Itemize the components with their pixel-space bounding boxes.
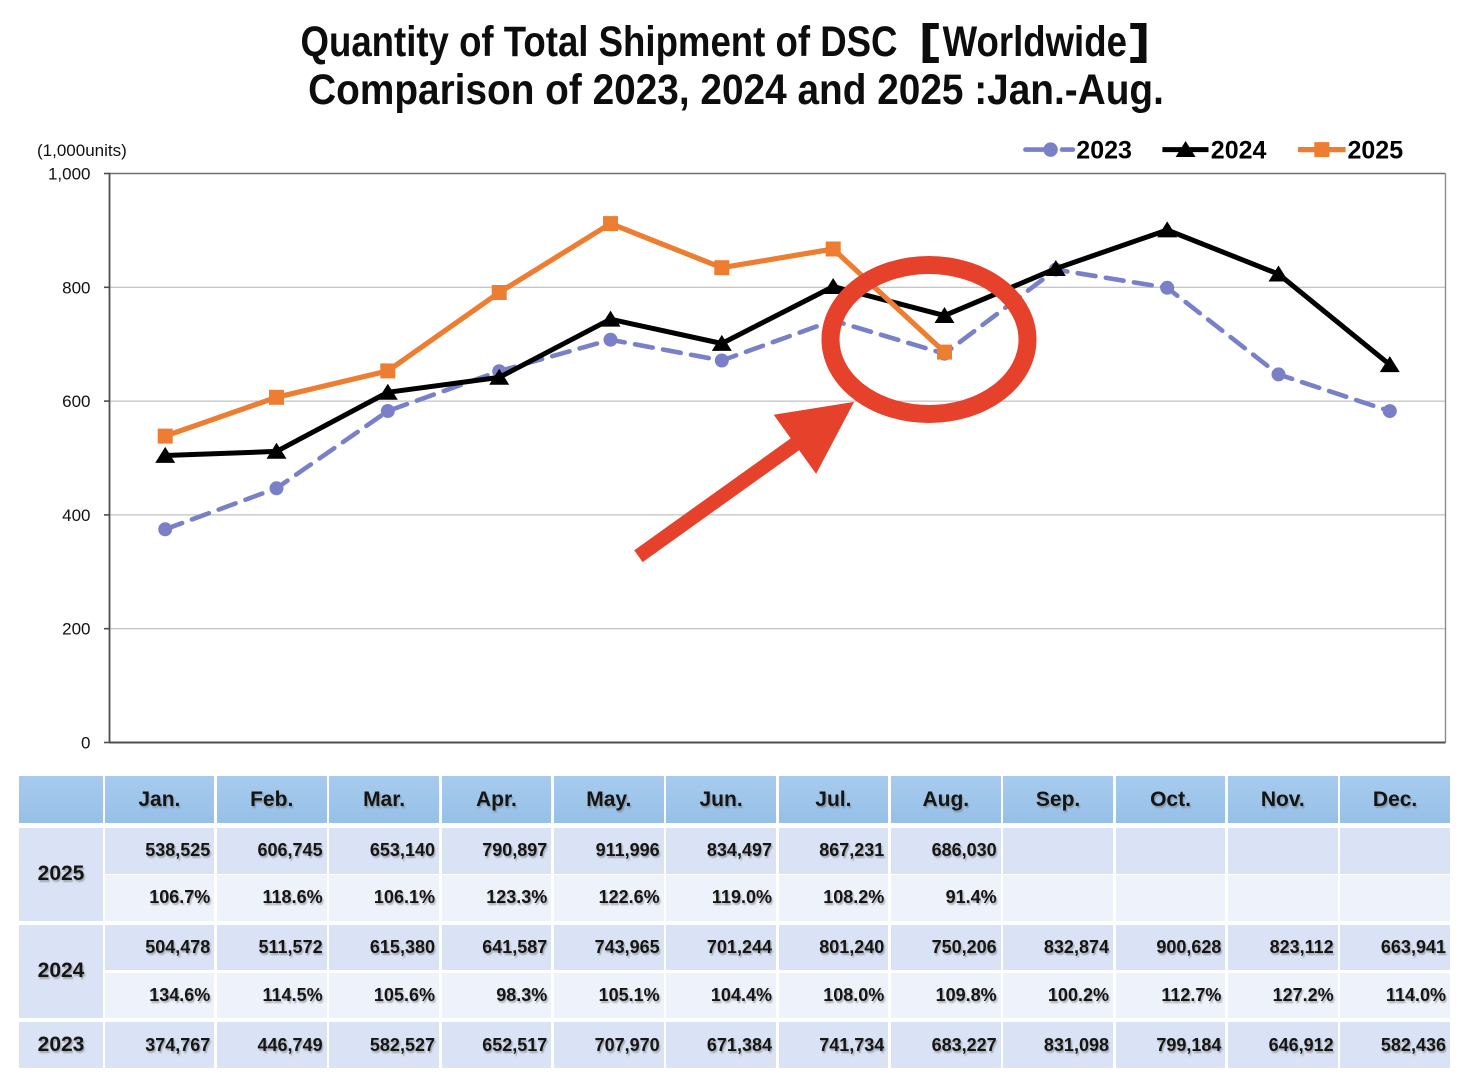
svg-text:0: 0 bbox=[81, 734, 90, 753]
svg-text:400: 400 bbox=[62, 506, 90, 525]
svg-text:2023: 2023 bbox=[1076, 137, 1132, 165]
svg-text:800: 800 bbox=[62, 278, 90, 297]
svg-text:1,000: 1,000 bbox=[48, 165, 91, 184]
svg-text:200: 200 bbox=[62, 620, 90, 639]
svg-text:2025: 2025 bbox=[1348, 137, 1404, 165]
svg-text:(1,000units): (1,000units) bbox=[37, 141, 127, 160]
svg-text:600: 600 bbox=[62, 392, 90, 411]
svg-text:2024: 2024 bbox=[1211, 137, 1267, 165]
